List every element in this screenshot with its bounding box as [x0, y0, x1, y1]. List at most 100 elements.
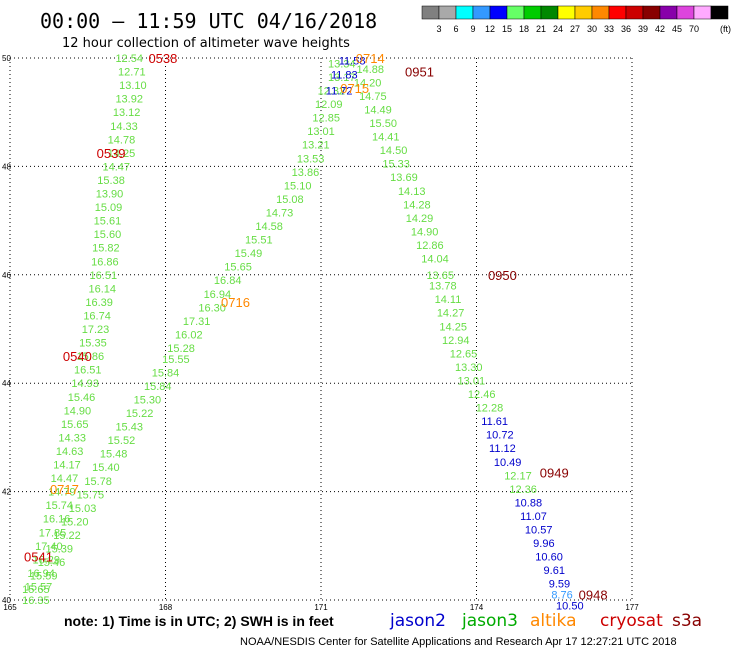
- satellite-jason3: jason3: [461, 611, 518, 631]
- x-tick-label: 165: [3, 603, 17, 612]
- swh-value-altika: 15.59: [30, 571, 58, 583]
- chart-title: 00:00 – 11:59 UTC 04/16/2018: [40, 9, 377, 33]
- pass-time-altika: 0714: [356, 51, 385, 66]
- swh-value-altika: 16.84: [214, 275, 242, 287]
- pass-time-altika: 0717: [50, 482, 79, 497]
- legend-label: 21: [536, 24, 546, 34]
- x-tick-label: 168: [159, 603, 173, 612]
- swh-value-altika: 16.02: [175, 329, 203, 341]
- swh-value-s3a: 9.59: [549, 579, 570, 591]
- swh-value-s3a: 14.20: [354, 77, 382, 89]
- swh-value-cryosat: 16.39: [85, 297, 113, 309]
- swh-value-cryosat: 15.86: [77, 351, 105, 363]
- pass-time-s3a: 0951: [405, 65, 434, 80]
- swh-value-s3a: 11.07: [520, 511, 547, 523]
- swh-value-cryosat: 12.54: [115, 53, 143, 65]
- legend-swatch: [659, 5, 678, 20]
- legend-unit: (ft): [720, 24, 731, 34]
- swh-value-altika: 13.34: [328, 58, 356, 70]
- legend-swatch: [574, 5, 593, 20]
- pass-time-altika: 0716: [221, 295, 250, 310]
- swh-value-cryosat: 14.90: [64, 405, 92, 417]
- legend-swatch: [710, 5, 729, 20]
- pass-time-s3a: 0948: [579, 588, 608, 603]
- pass-time-cryosat: 0539: [97, 146, 126, 161]
- swh-value-altika: 16.30: [198, 302, 226, 314]
- swh-value-s3a: 14.75: [359, 91, 387, 103]
- legend-swatch: [506, 5, 525, 20]
- legend-swatch: [472, 5, 491, 20]
- swh-value-s3a: 14.11: [435, 294, 462, 306]
- pass-time-s3a: 0950: [488, 268, 517, 283]
- swh-value-s3a: 8.76: [551, 590, 572, 602]
- pass-time-labels: 0538 0539 0540 0541 0714 0715 0716 0717 0951 0950…: [24, 51, 608, 603]
- legend-label: 15: [502, 24, 512, 34]
- legend-label: 24: [553, 24, 563, 34]
- swh-value-altika: 15.55: [162, 354, 190, 366]
- swh-value-s3a: 15.50: [369, 118, 397, 130]
- pass-time-s3a: 0949: [540, 466, 569, 481]
- swh-value-cryosat: 13.10: [119, 80, 147, 92]
- swh-value-s3a: 11.61: [481, 416, 508, 428]
- y-tick-label: 44: [2, 379, 11, 388]
- swh-value-cryosat: 16.51: [90, 270, 118, 282]
- swh-value-cryosat: 14.79: [48, 487, 76, 499]
- legend-swatch: [608, 5, 627, 20]
- swh-value-jason2: 11.58: [339, 56, 366, 68]
- swh-value-s3a: 9.96: [533, 538, 554, 550]
- swh-value-s3a: 15.33: [382, 159, 410, 171]
- legend-label: 18: [519, 24, 529, 34]
- swh-value-s3a: 10.60: [535, 552, 563, 564]
- legend-label: 39: [638, 24, 648, 34]
- swh-value-altika: 15.08: [276, 194, 304, 206]
- swh-value-altika: 15.48: [100, 449, 128, 461]
- pass-time-cryosat: 0540: [63, 349, 92, 364]
- swh-value-altika: 13.17: [328, 72, 356, 84]
- swh-value-altika: 15.22: [53, 530, 81, 542]
- swh-value-altika: 15.84: [152, 367, 180, 379]
- swh-value-altika: 15.78: [84, 476, 112, 488]
- swh-value-altika: 13.53: [297, 153, 325, 165]
- swh-value-s3a: 13.30: [455, 362, 483, 374]
- swh-value-s3a: 9.61: [544, 565, 565, 577]
- swh-value-cryosat: 13.12: [113, 107, 141, 119]
- swh-value-cryosat: 15.46: [68, 392, 96, 404]
- swh-value-cryosat: 17.40: [35, 541, 63, 553]
- swh-value-altika: 14.58: [255, 221, 283, 233]
- swh-value-s3a: 13.69: [390, 172, 418, 184]
- legend-swatch: [523, 5, 542, 20]
- swh-value-altika: 12.32: [318, 86, 346, 98]
- swh-value-altika: 13.21: [302, 140, 330, 152]
- swh-value-altika: 15.10: [284, 180, 312, 192]
- swh-value-altika: 15.30: [134, 394, 162, 406]
- swh-value-cryosat: 14.33: [58, 432, 86, 444]
- swh-value-s3a: 14.28: [403, 199, 431, 211]
- legend-label: 70: [689, 24, 699, 34]
- swh-value-s3a: 12.36: [509, 484, 537, 496]
- swh-value-altika: 15.40: [92, 462, 120, 474]
- swh-value-s3a: 14.88: [356, 64, 384, 76]
- swh-value-s3a: 12.65: [450, 348, 478, 360]
- satellite-altika: altika: [530, 611, 577, 631]
- swh-value-cryosat: 16.16: [43, 514, 71, 526]
- legend-label: 9: [470, 24, 475, 34]
- swh-value-cryosat: 14.63: [56, 446, 84, 458]
- swh-value-altika: 15.49: [235, 248, 263, 260]
- swh-value-cryosat: 14.93: [71, 378, 99, 390]
- legend-label: 12: [485, 24, 495, 34]
- swh-value-cryosat: 15.35: [79, 338, 107, 350]
- swh-value-altika: 17.31: [183, 316, 211, 328]
- swh-value-altika: 15.46: [38, 557, 66, 569]
- swh-value-cryosat: 14.78: [108, 134, 136, 146]
- swh-value-s3a: 14.25: [439, 321, 467, 333]
- legend-label: 27: [570, 24, 580, 34]
- chart-subtitle: 12 hour collection of altimeter wave hei…: [62, 36, 350, 51]
- y-tick-label: 40: [2, 596, 11, 605]
- swh-value-cryosat: 15.74: [45, 500, 73, 512]
- satellite-s3a: s3a: [672, 611, 702, 631]
- pass-time-altika: 0715: [340, 81, 369, 96]
- satellite-jason2: jason2: [389, 611, 446, 631]
- swh-value-cryosat: 15.38: [97, 175, 125, 187]
- swh-value-cryosat: 15.57: [25, 581, 53, 593]
